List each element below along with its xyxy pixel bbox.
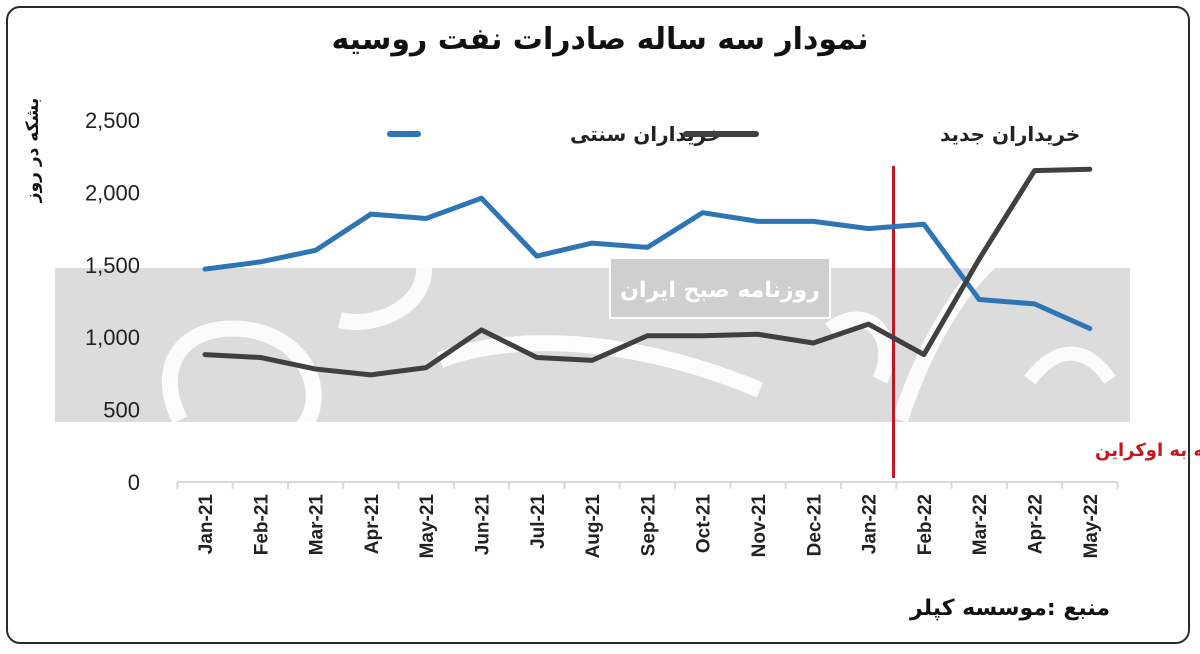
y-tick-label: 1,000 — [85, 325, 140, 350]
x-tick-label: Oct-21 — [694, 494, 715, 554]
series-line-0 — [202, 195, 1093, 332]
x-axis-ticks: Jan-21 Feb-21 Mar-21 Apr-21 May-21 Jun-21 Jul-… — [196, 494, 1102, 559]
watermark-banner-text: روزنامه صبح ایران — [620, 278, 820, 303]
x-tick-label: Aug-21 — [583, 494, 604, 559]
y-tick-label: 1,500 — [85, 253, 140, 278]
x-tick-label: Apr-21 — [362, 494, 383, 555]
watermark-banner: روزنامه صبح ایران — [609, 257, 831, 319]
series-lines — [202, 166, 1093, 378]
x-tick-label: May-22 — [1081, 494, 1102, 558]
x-tick-label: Jul-21 — [528, 494, 549, 549]
x-tick-label: Mar-21 — [307, 494, 328, 556]
y-axis-ticks: 0 500 1,000 1,500 2,000 2,500 — [85, 108, 140, 495]
y-tick-label: 2,500 — [85, 108, 140, 133]
source-note: منبع :موسسه کپلر — [910, 596, 1110, 621]
legend: خریداران سنتی خریداران جدید — [387, 122, 1080, 146]
x-tick-label: May-21 — [417, 494, 438, 559]
y-tick-label: 2,000 — [85, 180, 140, 205]
x-tick-label: Feb-22 — [915, 494, 936, 555]
x-tick-label: Feb-21 — [251, 494, 272, 556]
x-tick-label: Nov-21 — [749, 494, 770, 558]
chart-title: نمودار سه ساله صادرات نفت روسیه — [331, 22, 869, 57]
x-tick-label: Mar-22 — [970, 494, 991, 555]
y-tick-label: 500 — [103, 398, 140, 423]
series-line-1 — [202, 166, 1093, 378]
x-axis — [176, 481, 1119, 489]
x-tick-label: Sep-21 — [638, 494, 659, 557]
x-tick-label: Jan-21 — [196, 494, 217, 555]
invasion-annotation: حمله روسیه به اوکراین — [1095, 440, 1200, 461]
x-tick-label: Apr-22 — [1026, 494, 1047, 554]
x-tick-label: Jan-22 — [860, 494, 881, 554]
y-tick-label: 0 — [128, 470, 140, 495]
x-tick-label: Dec-21 — [804, 494, 825, 557]
legend-label: خریداران جدید — [940, 122, 1080, 146]
x-tick-label: Jun-21 — [473, 494, 494, 556]
